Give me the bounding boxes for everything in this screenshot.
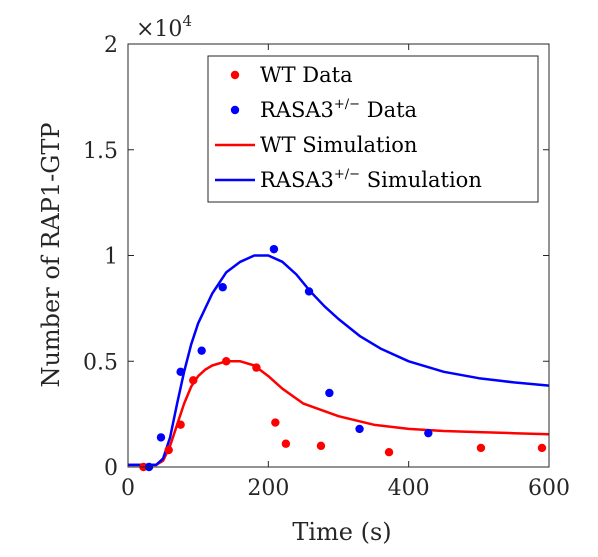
data-point-s0-10 xyxy=(476,443,486,453)
legend-label-2: WT Simulation xyxy=(260,133,417,157)
data-point-s0-4 xyxy=(222,357,231,366)
data-point-s1-1 xyxy=(156,433,166,442)
legend: WT Data RASA3+/− Data WT Simulation RASA3+/… xyxy=(207,55,539,203)
legend-label-3: RASA3+/− Simulation xyxy=(260,167,482,192)
x-tick-label-1: 200 xyxy=(247,476,289,501)
x-tick-label-3: 600 xyxy=(528,476,570,501)
series-line-2 xyxy=(128,360,550,467)
y-axis-label: Number of RAP1-GTP xyxy=(37,122,65,387)
y-tick-label-0: 0 xyxy=(104,456,118,481)
data-point-s0-1 xyxy=(164,445,173,455)
y-tick-label-2: 1 xyxy=(104,245,118,270)
y-tick-label-4: 2 xyxy=(104,33,118,58)
data-point-s0-6 xyxy=(271,418,280,427)
x-tick-label-0: 0 xyxy=(121,476,135,501)
data-point-s1-2 xyxy=(176,367,185,377)
y-multiplier-base: ×10 xyxy=(136,17,182,42)
axes: 0 200 400 600 0 0.5 1 1.5 2 xyxy=(83,33,570,501)
x-tick-label-2: 400 xyxy=(388,476,430,501)
data-point-s1-6 xyxy=(304,287,314,296)
data-point-s0-9 xyxy=(384,447,394,457)
y-tick-label-3: 1.5 xyxy=(83,139,118,164)
y-tick-label-1: 0.5 xyxy=(83,350,118,375)
data-point-s0-2 xyxy=(176,420,185,429)
legend-label-1: RASA3+/− Data xyxy=(260,97,417,122)
data-point-s0-11 xyxy=(537,443,547,453)
data-point-s1-7 xyxy=(325,388,334,398)
data-point-s0-8 xyxy=(316,441,326,451)
legend-label-0: WT Data xyxy=(260,63,353,87)
data-point-s1-9 xyxy=(424,428,433,438)
data-point-s0-3 xyxy=(189,376,198,385)
data-point-s1-3 xyxy=(197,346,206,355)
data-point-s1-8 xyxy=(355,424,364,434)
legend-marker-0 xyxy=(230,70,240,80)
data-point-s0-5 xyxy=(252,363,261,372)
x-axis-label: Time (s) xyxy=(292,518,391,546)
data-point-s1-5 xyxy=(269,244,279,254)
y-multiplier-exponent: 4 xyxy=(182,12,192,30)
series-line-3 xyxy=(128,254,550,467)
plot-area xyxy=(128,244,550,472)
data-point-s0-7 xyxy=(281,439,291,448)
y-axis-multiplier: ×104 xyxy=(136,12,192,42)
legend-box xyxy=(207,55,539,203)
data-point-s1-4 xyxy=(218,283,227,292)
legend-marker-1 xyxy=(230,105,240,115)
